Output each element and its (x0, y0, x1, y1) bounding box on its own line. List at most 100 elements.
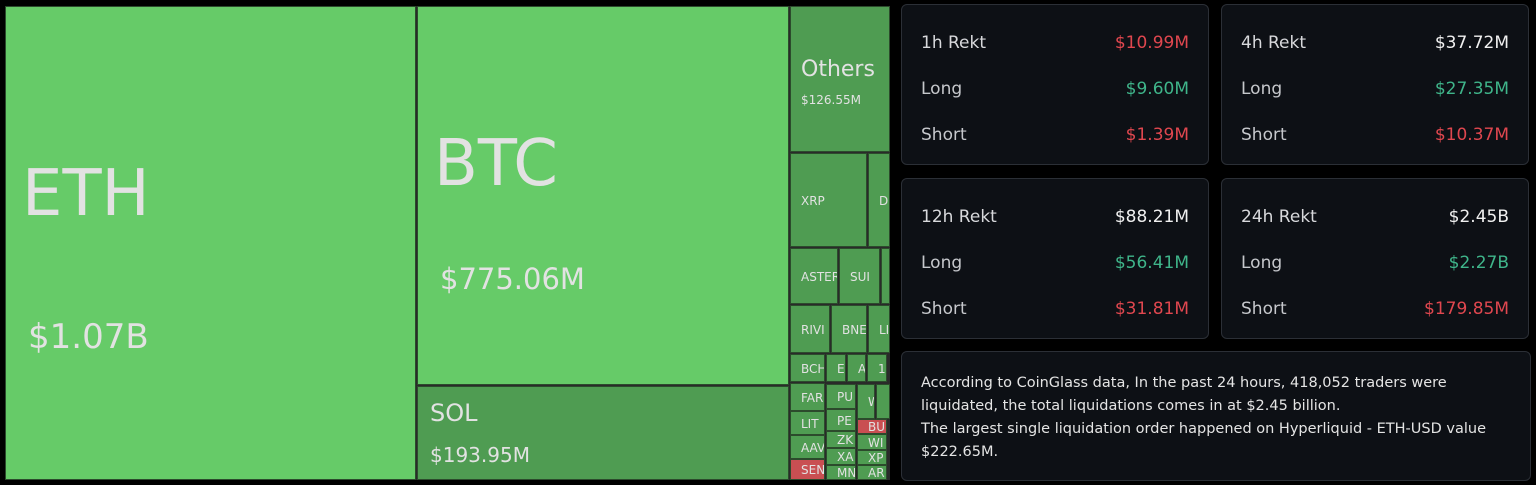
row-value: $37.72M (1434, 33, 1509, 53)
treemap-tile-xa[interactable]: XA (826, 448, 856, 465)
treemap-tile-e[interactable]: E (826, 354, 846, 382)
tile-symbol: XRP (801, 193, 825, 208)
treemap-tile-lit[interactable]: LIT (790, 411, 825, 435)
tile-symbol: BTC (434, 127, 558, 201)
tile-symbol: WI (868, 435, 884, 450)
tile-symbol: ETH (22, 157, 150, 231)
treemap-tile-sui[interactable]: SUI (839, 248, 880, 304)
card-row-short: Short $1.39M (921, 125, 1189, 145)
row-value: $179.85M (1424, 299, 1509, 319)
summary-line-2: The largest single liquidation order hap… (921, 421, 1486, 460)
tile-symbol: ASTER (801, 269, 838, 284)
treemap-tile-bu[interactable]: BU (857, 419, 887, 434)
treemap-tile-pe[interactable]: PE (826, 409, 856, 431)
tile-value: $126.55M (801, 93, 861, 107)
treemap-tile-eth[interactable]: ETH $1.07B (5, 6, 416, 480)
treemap-tile-mn[interactable]: MN (826, 465, 856, 480)
tile-symbol: LI (879, 322, 890, 337)
treemap-tile-d[interactable]: D (868, 153, 890, 247)
treemap-tile-aav[interactable]: AAV (790, 435, 825, 459)
tile-symbol: D (879, 193, 889, 208)
tile-symbol: Others (801, 57, 875, 82)
rekt-card-4h: 4h Rekt $37.72M Long $27.35M Short $10.37M (1221, 4, 1529, 165)
treemap-tile-far[interactable]: FAR (790, 383, 825, 411)
row-value: $9.60M (1125, 79, 1189, 99)
card-row-total: 24h Rekt $2.45B (1241, 207, 1509, 227)
tile-symbol: PU (837, 390, 854, 404)
row-label: Long (1241, 79, 1283, 99)
treemap-tile-wi[interactable]: WI (857, 434, 887, 450)
card-row-short: Short $10.37M (1241, 125, 1509, 145)
tile-symbol: SOL (430, 399, 478, 427)
tile-symbol: RIVI (801, 322, 825, 337)
treemap-tile-1[interactable]: 1 (867, 354, 887, 382)
tile-symbol: A (858, 361, 866, 376)
treemap-tile-ar[interactable]: AR (857, 465, 887, 480)
tile-symbol: XP (868, 451, 884, 465)
row-label: Short (921, 125, 967, 145)
card-row-long: Long $9.60M (921, 79, 1189, 99)
card-row-long: Long $2.27B (1241, 253, 1509, 273)
tile-symbol: XA (837, 450, 854, 464)
rekt-card-12h: 12h Rekt $88.21M Long $56.41M Short $31.81M (901, 178, 1209, 339)
tile-symbol: BNE (842, 322, 867, 337)
treemap-tile-sol[interactable]: SOL $193.95M (417, 386, 789, 480)
card-row-long: Long $27.35M (1241, 79, 1509, 99)
row-label: 24h Rekt (1241, 207, 1317, 227)
row-value: $2.27B (1448, 253, 1509, 273)
row-label: 1h Rekt (921, 33, 987, 53)
row-label: 12h Rekt (921, 207, 997, 227)
tile-symbol: BU (868, 420, 886, 434)
treemap-tile-rivi[interactable]: RIVI (790, 305, 830, 353)
tile-symbol: E (837, 361, 845, 376)
treemap-tile-xrp[interactable]: XRP (790, 153, 867, 247)
treemap-tile-li[interactable]: LI (868, 305, 890, 353)
tile-symbol: AAV (801, 440, 825, 455)
tile-symbol: SEN (801, 463, 825, 477)
treemap-tile-bch[interactable]: BCH (790, 354, 825, 382)
tile-value: $1.07B (28, 317, 149, 357)
treemap-tile-others[interactable]: Others $126.55M (790, 6, 890, 152)
tile-symbol: AR (868, 466, 885, 480)
treemap-tile-zk[interactable]: ZK (826, 431, 856, 448)
row-value: $10.37M (1434, 125, 1509, 145)
row-label: 4h Rekt (1241, 33, 1307, 53)
row-label: Long (1241, 253, 1283, 273)
tile-symbol: W (868, 395, 874, 409)
card-row-short: Short $31.81M (921, 299, 1189, 319)
treemap-tile-unlabeled[interactable] (881, 248, 890, 304)
row-value: $1.39M (1125, 125, 1189, 145)
row-label: Long (921, 79, 963, 99)
rekt-card-24h: 24h Rekt $2.45B Long $2.27B Short $179.85M (1221, 178, 1529, 339)
card-row-total: 4h Rekt $37.72M (1241, 33, 1509, 53)
treemap-tile-pu[interactable]: PU (826, 384, 856, 409)
tile-symbol: ZK (837, 433, 854, 447)
treemap-tile-xp[interactable]: XP (857, 450, 887, 465)
liquidation-treemap: ETH $1.07B BTC $775.06M SOL $193.95M Others $12… (5, 6, 890, 480)
row-value: $31.81M (1114, 299, 1189, 319)
treemap-tile-unlabeled[interactable] (876, 384, 890, 419)
tile-symbol: SUI (850, 269, 870, 284)
tile-symbol: 1 (878, 361, 886, 376)
card-row-total: 1h Rekt $10.99M (921, 33, 1189, 53)
row-label: Short (1241, 125, 1287, 145)
card-row-short: Short $179.85M (1241, 299, 1509, 319)
row-label: Short (1241, 299, 1287, 319)
treemap-tile-a[interactable]: A (847, 354, 866, 382)
row-label: Short (921, 299, 967, 319)
liquidation-summary: According to CoinGlass data, In the past… (901, 351, 1531, 481)
tile-value: $193.95M (430, 443, 530, 467)
tile-symbol: MN (837, 466, 856, 480)
treemap-tile-btc[interactable]: BTC $775.06M (417, 6, 789, 385)
row-value: $27.35M (1434, 79, 1509, 99)
treemap-tile-w[interactable]: W (857, 384, 875, 419)
treemap-tile-bne[interactable]: BNE (831, 305, 867, 353)
treemap-tile-sen[interactable]: SEN (790, 459, 825, 480)
row-value: $88.21M (1114, 207, 1189, 227)
tile-symbol: BCH (801, 361, 825, 376)
treemap-tile-aster[interactable]: ASTER (790, 248, 838, 304)
rekt-card-1h: 1h Rekt $10.99M Long $9.60M Short $1.39M (901, 4, 1209, 165)
tile-symbol: PE (837, 413, 852, 428)
card-row-long: Long $56.41M (921, 253, 1189, 273)
card-row-total: 12h Rekt $88.21M (921, 207, 1189, 227)
